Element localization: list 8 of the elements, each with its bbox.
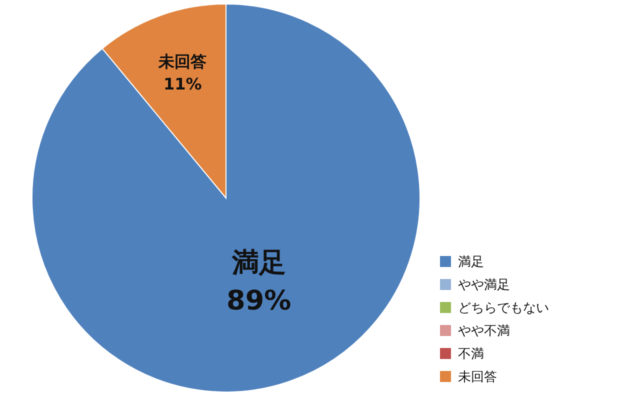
legend-label: 不満 — [458, 347, 484, 362]
legend-label: 未回答 — [458, 370, 497, 385]
legend-label: やや満足 — [458, 278, 510, 293]
data-label: 満足 89% — [226, 248, 292, 317]
legend-label: やや不満 — [458, 324, 510, 339]
legend-label: どちらでもない — [458, 301, 549, 316]
legend-label: 満足 — [458, 255, 484, 270]
data-label: 未回答 11% — [158, 52, 207, 94]
